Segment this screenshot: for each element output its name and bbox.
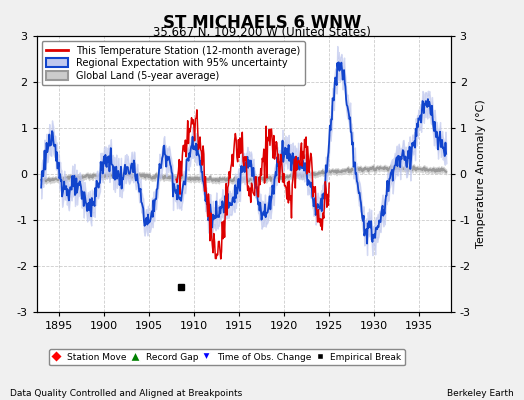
Text: Data Quality Controlled and Aligned at Breakpoints: Data Quality Controlled and Aligned at B… bbox=[10, 389, 243, 398]
Legend: Station Move, Record Gap, Time of Obs. Change, Empirical Break: Station Move, Record Gap, Time of Obs. C… bbox=[49, 349, 405, 366]
Text: 35.667 N, 109.200 W (United States): 35.667 N, 109.200 W (United States) bbox=[153, 26, 371, 39]
Text: Berkeley Earth: Berkeley Earth bbox=[447, 389, 514, 398]
Y-axis label: Temperature Anomaly (°C): Temperature Anomaly (°C) bbox=[476, 100, 486, 248]
Text: ST MICHAELS 6 WNW: ST MICHAELS 6 WNW bbox=[163, 14, 361, 32]
